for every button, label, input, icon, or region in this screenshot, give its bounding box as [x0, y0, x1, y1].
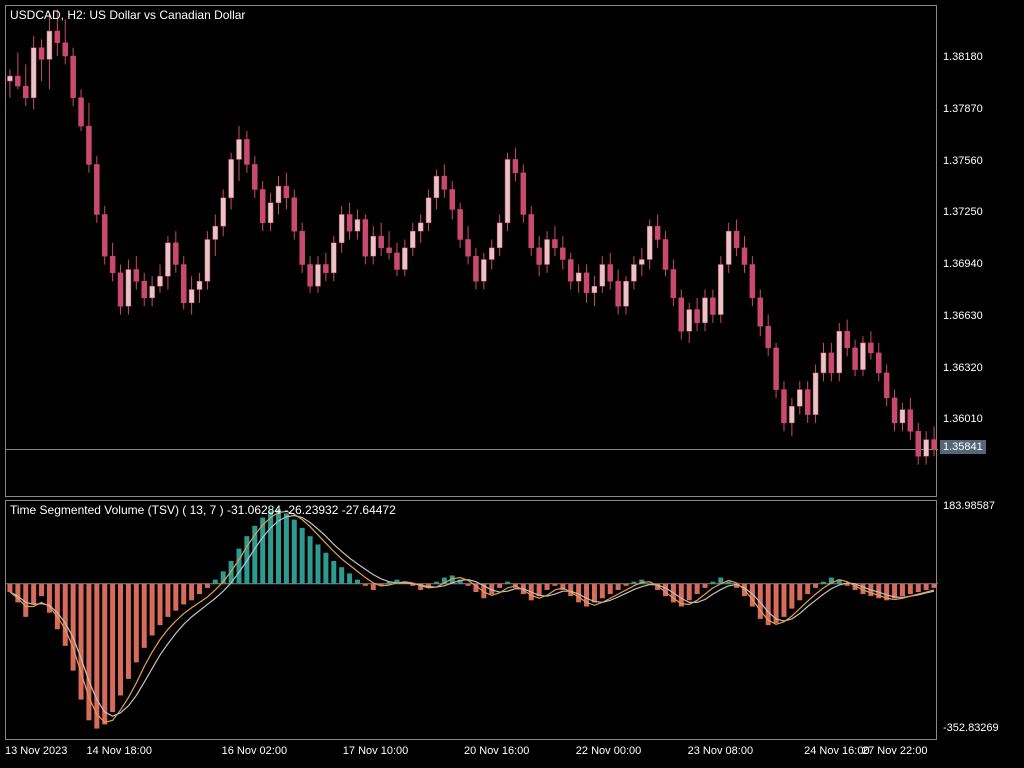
y-tick-label: 1.36940: [943, 258, 983, 270]
y-tick-label: 1.36630: [943, 310, 983, 322]
main-price-chart[interactable]: USDCAD, H2: US Dollar vs Canadian Dollar: [5, 5, 937, 497]
x-tick-label: 17 Nov 10:00: [343, 745, 408, 757]
x-tick-label: 27 Nov 22:00: [862, 745, 927, 757]
x-tick-label: 24 Nov 16:00: [804, 745, 869, 757]
y-tick-label: 1.37560: [943, 155, 983, 167]
candlestick-svg: [6, 6, 938, 498]
x-tick-label: 20 Nov 16:00: [464, 745, 529, 757]
last-price-badge: 1.35841: [940, 440, 986, 454]
x-tick-label: 22 Nov 00:00: [576, 745, 641, 757]
sub-y-axis: 183.98587 -352.83269: [940, 500, 1020, 740]
x-tick-label: 13 Nov 2023: [5, 745, 67, 757]
time-x-axis: 13 Nov 2023 14 Nov 18:00 16 Nov 02:00 17 No…: [5, 742, 1019, 764]
main-y-axis: 1.38180 1.37870 1.37560 1.37250 1.36940 1.366…: [940, 5, 1020, 497]
y-tick-label: 1.36010: [943, 413, 983, 425]
x-tick-label: 14 Nov 18:00: [87, 745, 152, 757]
tsv-svg: [6, 501, 938, 741]
y-tick-label: 1.37870: [943, 103, 983, 115]
main-chart-title: USDCAD, H2: US Dollar vs Canadian Dollar: [10, 8, 245, 22]
y-tick-label: 1.36320: [943, 362, 983, 374]
y-tick-label: -352.83269: [943, 722, 999, 734]
x-tick-label: 23 Nov 08:00: [688, 745, 753, 757]
y-tick-label: 183.98587: [943, 500, 995, 512]
y-tick-label: 1.37250: [943, 206, 983, 218]
x-tick-label: 16 Nov 02:00: [222, 745, 287, 757]
y-tick-label: 1.38180: [943, 51, 983, 63]
tsv-indicator-chart[interactable]: Time Segmented Volume (TSV) ( 13, 7 ) -3…: [5, 500, 937, 740]
sub-chart-title: Time Segmented Volume (TSV) ( 13, 7 ) -3…: [10, 503, 396, 517]
